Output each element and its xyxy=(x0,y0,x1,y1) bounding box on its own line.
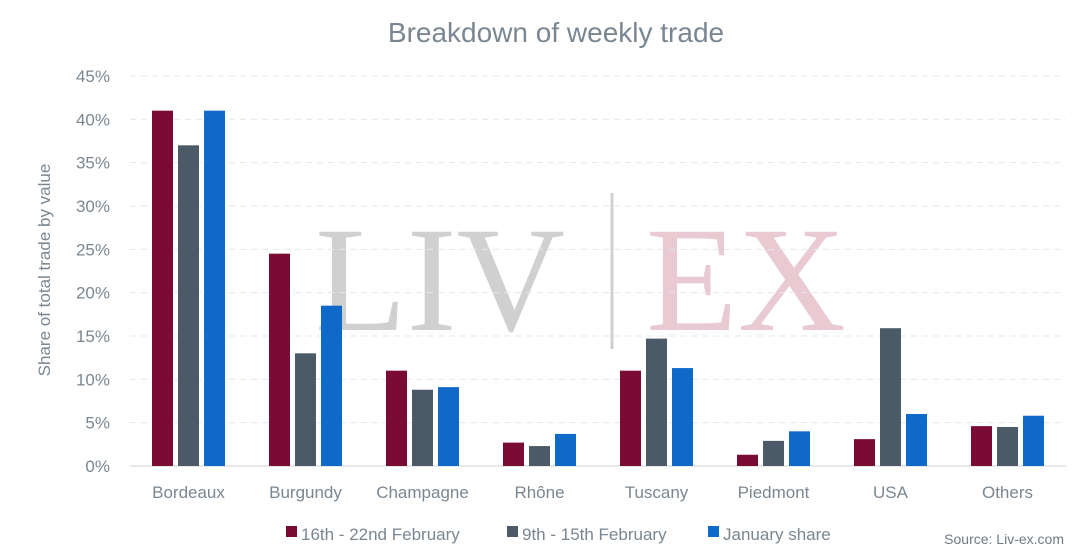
liv-ex-watermark: LIV EX xyxy=(315,193,846,363)
y-tick-label: 5% xyxy=(85,414,110,433)
y-tick-label: 40% xyxy=(76,110,110,129)
bar xyxy=(620,370,641,466)
y-tick-label: 25% xyxy=(76,240,110,259)
x-tick-label: Bordeaux xyxy=(152,483,225,502)
bar xyxy=(555,433,576,466)
y-tick-label: 35% xyxy=(76,154,110,173)
bar xyxy=(269,253,290,466)
bar xyxy=(152,110,173,467)
bar xyxy=(672,368,693,466)
bar xyxy=(386,370,407,466)
bar xyxy=(880,328,901,466)
bar xyxy=(737,454,758,466)
bar xyxy=(997,427,1018,466)
watermark-left-text: LIV xyxy=(315,197,565,363)
x-tick-label: Tuscany xyxy=(625,483,689,502)
bar xyxy=(412,389,433,466)
y-tick-label: 15% xyxy=(76,327,110,346)
legend-swatch xyxy=(507,526,518,537)
x-tick-label: USA xyxy=(873,483,909,502)
bars xyxy=(152,110,1044,467)
bar xyxy=(1023,415,1044,466)
y-tick-label: 45% xyxy=(76,67,110,86)
bar xyxy=(646,338,667,466)
y-tick-label: 0% xyxy=(85,457,110,476)
bar xyxy=(204,110,225,467)
bar xyxy=(503,442,524,466)
bar xyxy=(529,446,550,466)
y-tick-label: 10% xyxy=(76,370,110,389)
y-axis: 0% 5% 10% 15% 20% 25% 30% 35% 40% 45% xyxy=(76,67,110,476)
x-axis: Bordeaux Burgundy Champagne Rhône Tuscany Pie… xyxy=(152,483,1033,502)
chart-title: Breakdown of weekly trade xyxy=(388,17,724,48)
bar xyxy=(763,440,784,466)
x-tick-label: Rhône xyxy=(514,483,564,502)
legend: 16th - 22nd February 9th - 15th February J… xyxy=(286,525,831,544)
legend-label: January share xyxy=(723,525,831,544)
watermark-right-text: EX xyxy=(646,197,846,363)
legend-label: 16th - 22nd February xyxy=(301,525,460,544)
legend-swatch xyxy=(286,526,297,537)
bar xyxy=(438,387,459,466)
x-tick-label: Piedmont xyxy=(738,483,810,502)
bar xyxy=(971,426,992,466)
bar xyxy=(906,414,927,466)
legend-swatch xyxy=(708,526,719,537)
bar xyxy=(321,305,342,466)
bar xyxy=(854,439,875,466)
y-axis-label: Share of total trade by value xyxy=(35,164,54,377)
y-tick-label: 20% xyxy=(76,284,110,303)
legend-label: 9th - 15th February xyxy=(522,525,667,544)
x-tick-label: Champagne xyxy=(376,483,469,502)
bar xyxy=(178,145,199,466)
source-text: Source: Liv-ex.com xyxy=(944,531,1064,547)
bar xyxy=(295,353,316,466)
x-tick-label: Burgundy xyxy=(269,483,342,502)
bar xyxy=(789,431,810,466)
x-tick-label: Others xyxy=(982,483,1033,502)
y-tick-label: 30% xyxy=(76,197,110,216)
